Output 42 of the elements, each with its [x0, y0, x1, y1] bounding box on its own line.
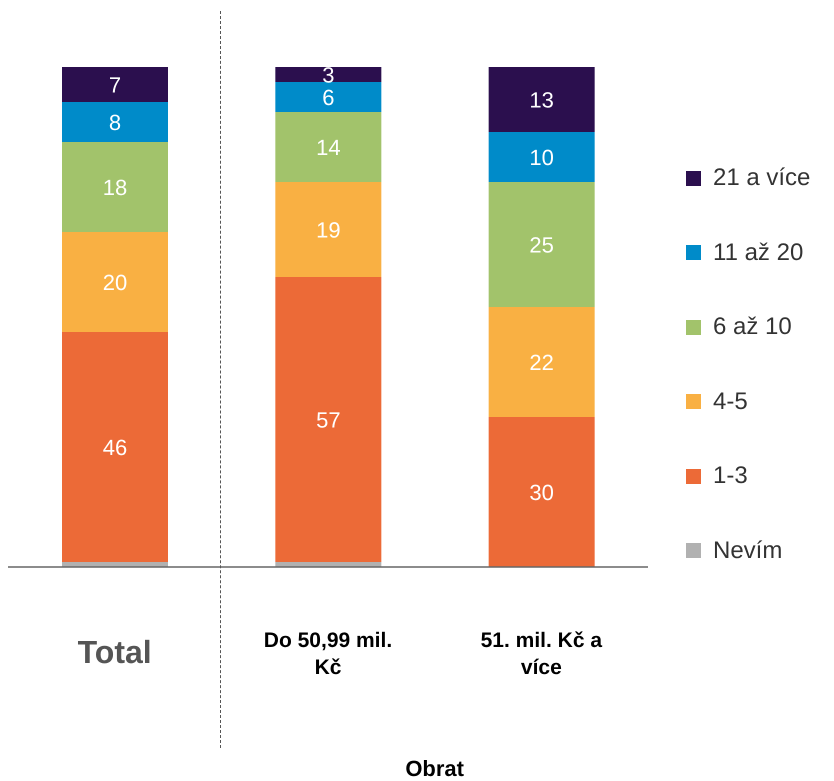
x-tick-label: Total	[78, 634, 152, 670]
x-tick-label: 51. mil. Kč a více	[480, 629, 602, 679]
bar	[275, 277, 382, 562]
legend-label: 11 až 20	[713, 238, 804, 266]
data-label: 14	[316, 134, 341, 160]
data-label: 7	[108, 72, 122, 98]
bar	[488, 182, 595, 307]
legend-label: Nevím	[713, 536, 782, 564]
data-label: 18	[102, 174, 128, 200]
bar	[275, 562, 382, 567]
legend-label: 4-5	[713, 388, 748, 416]
bar	[62, 232, 168, 332]
bar	[275, 82, 382, 112]
bar	[488, 67, 595, 132]
bar	[275, 182, 382, 277]
bar	[275, 67, 382, 82]
legend-label: 21 a více	[713, 164, 810, 192]
bar	[488, 417, 595, 567]
bar	[488, 307, 595, 417]
data-label: 10	[529, 144, 554, 170]
data-label: 20	[102, 270, 128, 295]
bar	[488, 132, 595, 182]
x-tick-label: Do 50,99 mil. Kč	[264, 629, 392, 679]
bar	[62, 332, 168, 562]
bar	[62, 142, 168, 232]
bar	[275, 112, 382, 182]
bar	[62, 67, 168, 102]
data-label: 6	[322, 84, 334, 110]
data-label: 25	[529, 232, 554, 258]
data-label: 8	[108, 110, 122, 135]
data-label: 22	[529, 350, 554, 375]
legend-label: 6 až 10	[713, 313, 792, 341]
data-label: 30	[529, 480, 554, 505]
data-label: 3	[322, 62, 334, 88]
bar	[62, 562, 168, 567]
x-axis-title: Obrat	[404, 756, 465, 781]
bar	[62, 102, 168, 142]
data-label: 57	[316, 407, 341, 432]
data-label: 46	[102, 434, 128, 460]
legend-label: 1-3	[713, 462, 748, 490]
data-label: 13	[529, 87, 554, 112]
data-label: 19	[316, 217, 341, 242]
